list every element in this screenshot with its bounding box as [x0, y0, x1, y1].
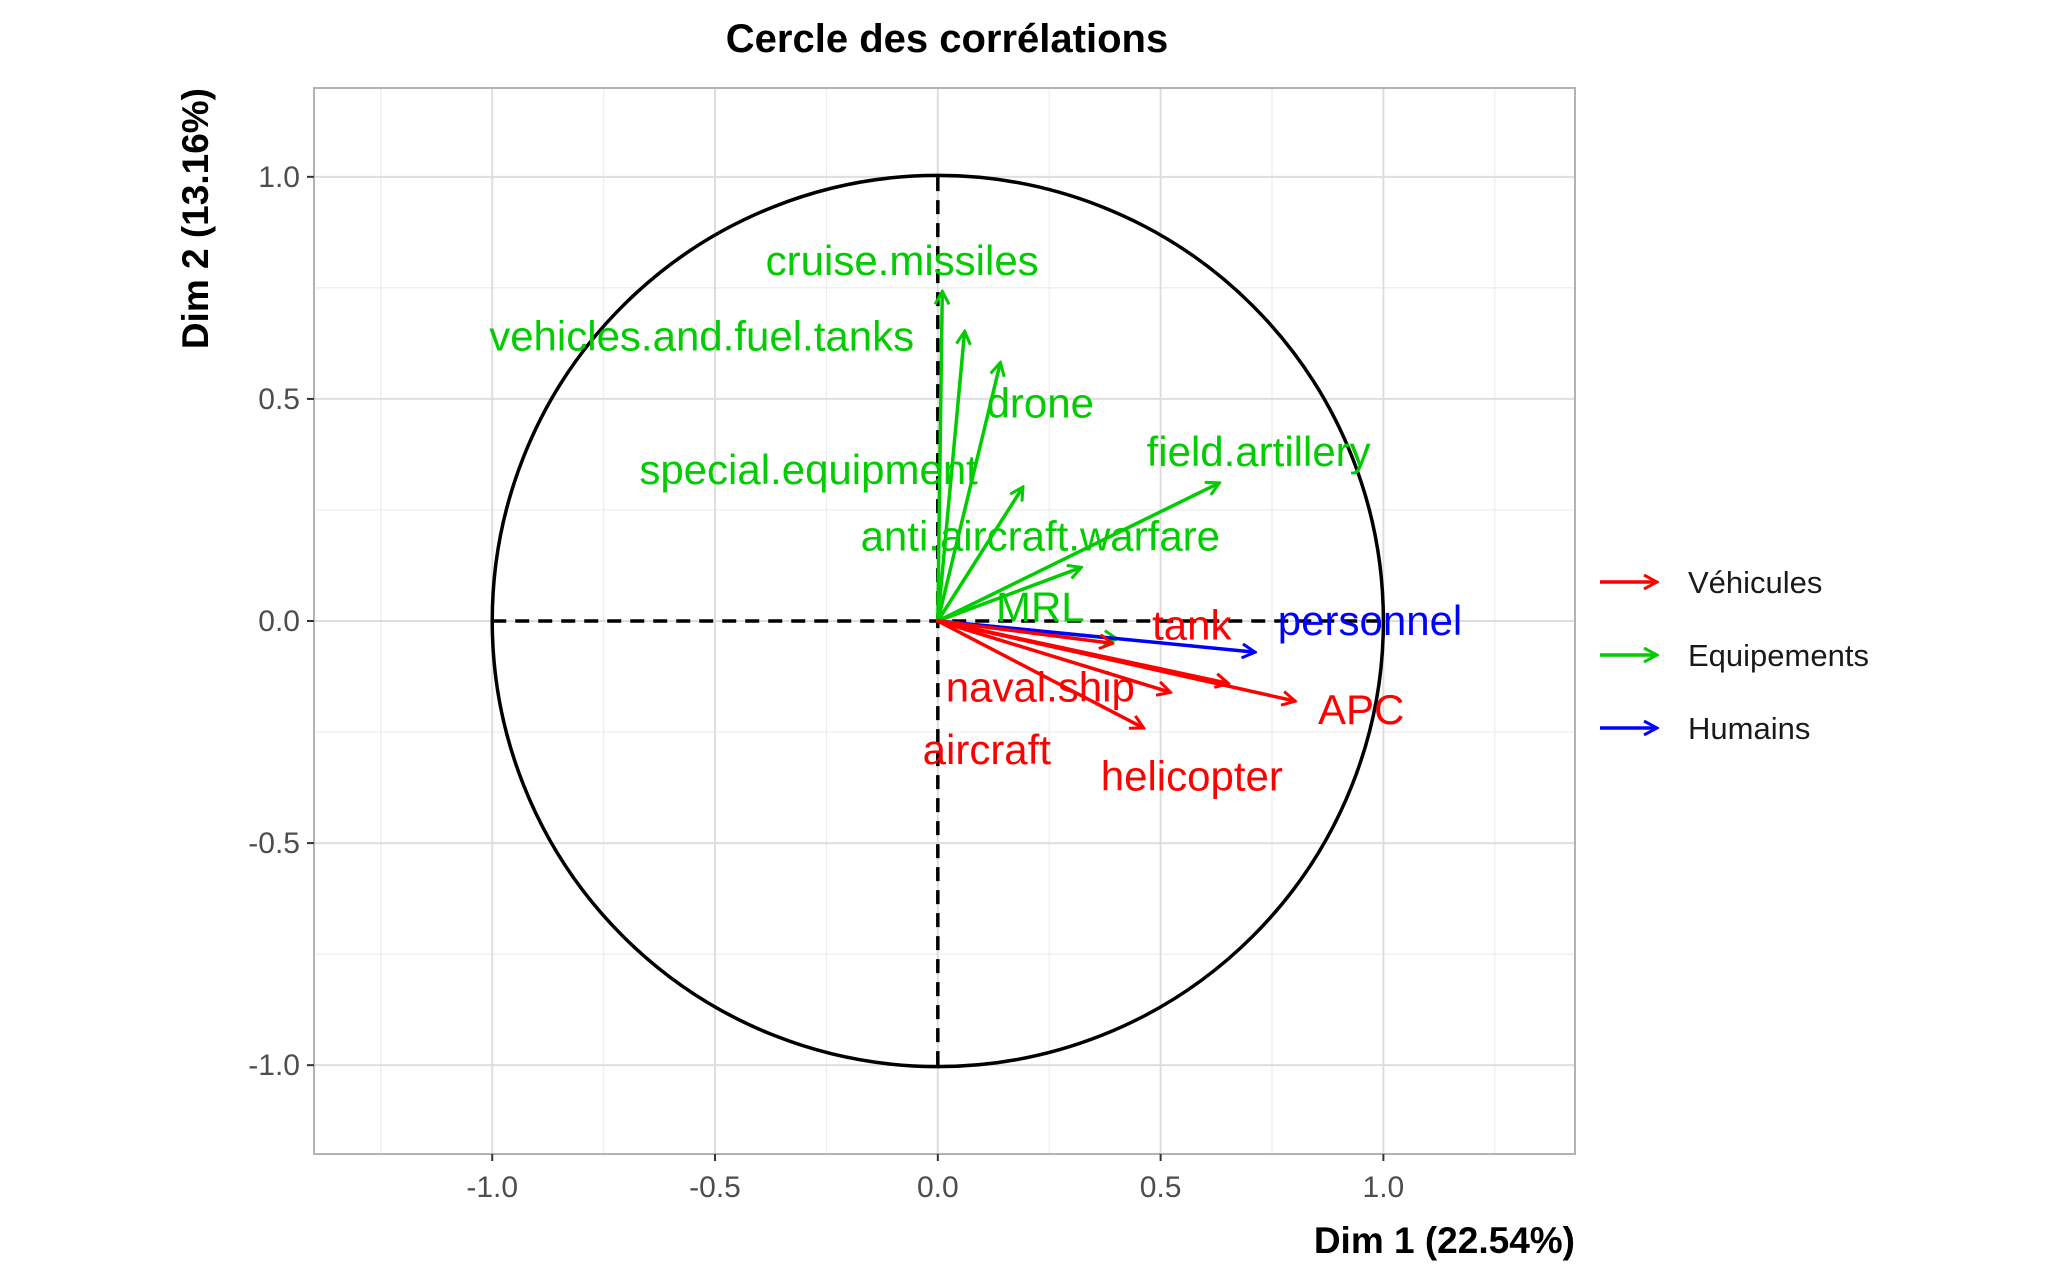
y-axis-title: Dim 2 (13.16%) — [175, 88, 216, 349]
label-naval-ship: naval.ship — [946, 664, 1135, 711]
label-aircraft: aircraft — [923, 726, 1052, 773]
arrow-vehicles-and-fuel-tanks — [936, 332, 965, 623]
x-tick-label: -1.0 — [466, 1171, 518, 1204]
legend: Véhicules Equipements Humains — [1600, 565, 1869, 746]
variable-labels: cruise.missiles vehicles.and.fuel.tanks dr… — [489, 237, 1462, 799]
y-tick-label: -0.5 — [248, 827, 300, 860]
label-anti-aircraft-warfare: anti.aircraft.warfare — [861, 513, 1220, 560]
label-MRL: MRL — [996, 584, 1085, 631]
x-axis-title: Dim 1 (22.54%) — [1314, 1220, 1575, 1261]
variable-arrows — [938, 292, 1294, 727]
y-tick-label: 0.5 — [258, 383, 300, 416]
x-tick-label: 0.5 — [1140, 1171, 1182, 1204]
label-helicopter: helicopter — [1101, 752, 1283, 799]
x-axis-ticks: -1.0 -0.5 0.0 0.5 1.0 — [466, 1154, 1404, 1204]
arrow-helicopter — [936, 619, 1170, 692]
y-axis-ticks: -1.0 -0.5 0.0 0.5 1.0 — [248, 161, 314, 1082]
arrow-cruise-missiles — [938, 292, 942, 623]
arrow-APC — [936, 619, 1294, 701]
label-special-equipment: special.equipment — [639, 446, 978, 493]
arrow-drone — [936, 363, 1000, 623]
chart-title: Cercle des corrélations — [726, 17, 1168, 61]
label-vehicles-and-fuel-tanks: vehicles.and.fuel.tanks — [489, 313, 914, 360]
y-tick-label: 0.0 — [258, 605, 300, 638]
legend-label-2: Humains — [1688, 711, 1810, 746]
x-tick-label: -0.5 — [689, 1171, 741, 1204]
y-tick-label: 1.0 — [258, 161, 300, 194]
label-personnel: personnel — [1278, 597, 1462, 644]
y-tick-label: -1.0 — [248, 1049, 300, 1082]
label-drone: drone — [987, 379, 1094, 426]
arrow-field-artillery — [936, 483, 1219, 623]
label-APC: APC — [1318, 686, 1404, 733]
x-tick-label: 0.0 — [917, 1171, 959, 1204]
legend-label-0: Véhicules — [1688, 565, 1822, 600]
label-cruise-missiles: cruise.missiles — [766, 237, 1039, 284]
arrow-anti-aircraft-warfare — [936, 568, 1081, 623]
label-field-artillery: field.artillery — [1147, 428, 1371, 475]
x-tick-label: 1.0 — [1363, 1171, 1405, 1204]
label-tank: tank — [1152, 601, 1232, 648]
unit-circle — [490, 173, 1386, 1069]
arrow-aircraft — [936, 619, 1143, 728]
arrow-special-equipment — [936, 488, 1023, 623]
arrow-naval-ship — [936, 619, 1112, 643]
legend-label-1: Equipements — [1688, 638, 1869, 673]
